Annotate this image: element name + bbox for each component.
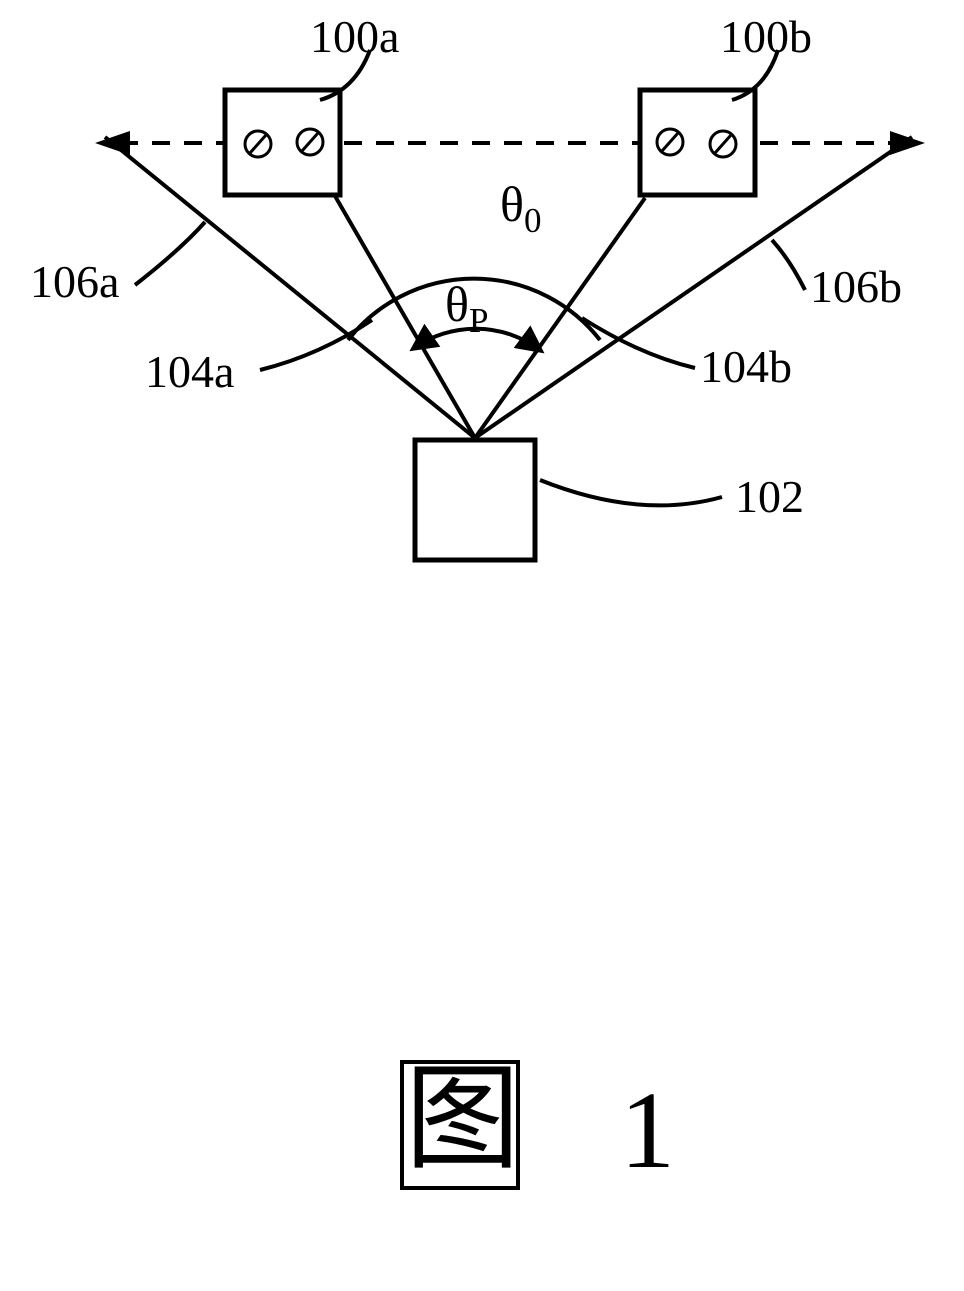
label-104a: 104a: [145, 345, 234, 398]
leader-106b: [772, 240, 805, 290]
label-100b: 100b: [720, 10, 812, 63]
label-100a: 100a: [310, 10, 399, 63]
leader-104a: [260, 320, 372, 370]
leader-106a: [135, 222, 205, 285]
label-theta0: θ0: [500, 175, 541, 241]
thetaP-main: θ: [445, 276, 469, 332]
caption-number: 1: [620, 1075, 675, 1185]
thetaP-sub: P: [469, 301, 488, 340]
eye-a1: [245, 131, 271, 157]
eye-b1: [657, 129, 683, 155]
label-106a: 106a: [30, 255, 119, 308]
theta0-main: θ: [500, 176, 524, 232]
label-102: 102: [735, 470, 804, 523]
diagram-stage: 100a 100b 106a 106b 104a 104b 102 θ0 θP …: [0, 0, 964, 1291]
eye-a2: [297, 129, 323, 155]
label-104b: 104b: [700, 340, 792, 393]
eye-b2: [710, 131, 736, 157]
caption-glyph: 图: [405, 1062, 520, 1177]
label-106b: 106b: [810, 260, 902, 313]
leader-102: [540, 480, 722, 505]
label-thetaP: θP: [445, 275, 488, 341]
axis-arrow-right: [890, 131, 925, 155]
box-102: [415, 440, 535, 560]
theta0-sub: 0: [524, 201, 542, 240]
